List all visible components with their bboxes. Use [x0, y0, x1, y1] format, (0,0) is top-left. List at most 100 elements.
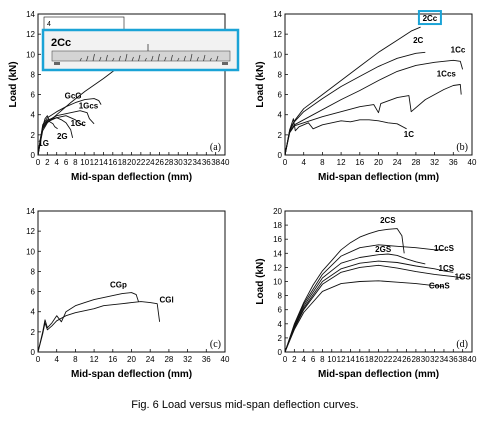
- beam-crack: [112, 57, 115, 62]
- series-label: 2G: [57, 132, 68, 141]
- x-tick-label: 40: [468, 355, 477, 364]
- x-tick-label: 32: [183, 355, 192, 364]
- y-tick-label: 0: [31, 151, 36, 160]
- x-tick-label: 36: [202, 158, 211, 167]
- x-tick-label: 40: [468, 158, 477, 167]
- x-axis-label: Mid-span deflection (mm): [318, 369, 439, 380]
- x-tick-label: 26: [402, 355, 411, 364]
- x-tick-label: 22: [136, 158, 145, 167]
- beam-crack: [118, 55, 121, 62]
- panel-label: (c): [210, 339, 221, 350]
- x-tick-label: 24: [393, 355, 402, 364]
- series-line-2cc: [284, 26, 421, 156]
- y-tick-label: 10: [273, 50, 282, 59]
- inset-tick-label: 4: [47, 21, 51, 28]
- x-tick-label: 30: [421, 355, 430, 364]
- x-tick-label: 8: [320, 355, 325, 364]
- beam-crack: [125, 53, 128, 62]
- series-label: 1Gcs: [79, 102, 99, 111]
- y-tick-label: 14: [26, 207, 35, 216]
- y-tick-label: 4: [278, 111, 283, 120]
- x-tick-label: 12: [337, 158, 346, 167]
- x-tick-label: 36: [449, 355, 458, 364]
- y-tick-label: 0: [278, 348, 283, 357]
- y-tick-label: 12: [273, 30, 282, 39]
- y-axis-label: Load (kN): [255, 61, 266, 107]
- x-tick-label: 34: [192, 158, 201, 167]
- x-tick-label: 4: [301, 355, 306, 364]
- series-label: 1C: [404, 130, 414, 139]
- series-line-1gcs: [37, 110, 95, 156]
- x-tick-label: 16: [108, 158, 117, 167]
- x-tick-label: 18: [118, 158, 127, 167]
- panel-label: (b): [456, 142, 468, 153]
- figure-caption: Fig. 6 Load versus mid-span deflection c…: [131, 399, 359, 411]
- x-tick-label: 12: [90, 158, 99, 167]
- series-label: 1CS: [439, 264, 455, 273]
- x-tick-label: 28: [164, 355, 173, 364]
- y-tick-label: 6: [278, 306, 283, 315]
- series-label: 1Cc: [451, 45, 466, 54]
- x-tick-label: 16: [355, 158, 364, 167]
- x-tick-label: 8: [73, 355, 78, 364]
- y-tick-label: 8: [278, 292, 283, 301]
- series-label: 2GS: [375, 245, 392, 254]
- y-tick-label: 10: [26, 50, 35, 59]
- x-tick-label: 16: [108, 355, 117, 364]
- y-axis-label: Load (kN): [8, 61, 19, 107]
- beam-crack: [86, 55, 89, 62]
- plot-frame: [37, 210, 226, 353]
- y-tick-label: 14: [273, 249, 282, 258]
- x-tick-label: 36: [449, 158, 458, 167]
- y-tick-label: 14: [26, 10, 35, 19]
- beam-crack: [203, 54, 206, 62]
- beam-crack: [151, 55, 154, 62]
- y-tick-label: 10: [273, 278, 282, 287]
- x-tick-label: 4: [301, 158, 306, 167]
- beam-crack: [183, 55, 186, 62]
- beam-specimen: [51, 50, 231, 62]
- series-line-1cs: [284, 260, 454, 353]
- x-tick-label: 6: [64, 158, 69, 167]
- x-tick-label: 34: [439, 355, 448, 364]
- y-tick-label: 4: [278, 320, 283, 329]
- x-tick-label: 14: [99, 158, 108, 167]
- beam-crack: [92, 53, 95, 62]
- beam-support: [222, 62, 228, 65]
- series-line-1c: [284, 118, 407, 156]
- x-tick-label: 0: [36, 158, 41, 167]
- series-label: GcG: [65, 92, 82, 101]
- panel-label: (d): [456, 339, 468, 350]
- x-tick-label: 24: [146, 158, 155, 167]
- y-tick-label: 2: [31, 328, 36, 337]
- series-line-1gc: [37, 115, 85, 156]
- y-tick-label: 12: [26, 227, 35, 236]
- y-tick-label: 2: [278, 334, 283, 343]
- inset-label: 2Cc: [51, 37, 71, 49]
- x-tick-label: 10: [80, 158, 89, 167]
- x-tick-label: 6: [311, 355, 316, 364]
- x-axis-label: Mid-span deflection (mm): [71, 369, 192, 380]
- inset-frame: [41, 28, 240, 72]
- x-tick-label: 12: [90, 355, 99, 364]
- y-tick-label: 4: [31, 111, 36, 120]
- y-tick-label: 18: [273, 221, 282, 230]
- panel-4: 0 2 4 6 8 10 12 14 16 18 20 22 24 26 28 30 32 34 36 38 40024…: [255, 207, 477, 380]
- x-axis-label: Mid-span deflection (mm): [71, 172, 192, 183]
- beam-crack: [131, 56, 134, 62]
- x-tick-label: 32: [183, 158, 192, 167]
- x-tick-label: 40: [221, 158, 230, 167]
- y-tick-label: 0: [278, 151, 283, 160]
- beam-crack: [196, 56, 199, 62]
- x-tick-label: 2: [45, 158, 50, 167]
- series-line-1ccs: [284, 244, 444, 353]
- beam-crack: [190, 53, 193, 62]
- y-tick-label: 8: [278, 70, 283, 79]
- y-tick-label: 8: [31, 70, 36, 79]
- x-tick-label: 32: [430, 355, 439, 364]
- x-tick-label: 12: [337, 355, 346, 364]
- beam-crack: [157, 53, 160, 62]
- inset-photo: 4 2Cc: [41, 16, 240, 72]
- x-tick-label: 30: [174, 158, 183, 167]
- y-tick-label: 0: [31, 348, 36, 357]
